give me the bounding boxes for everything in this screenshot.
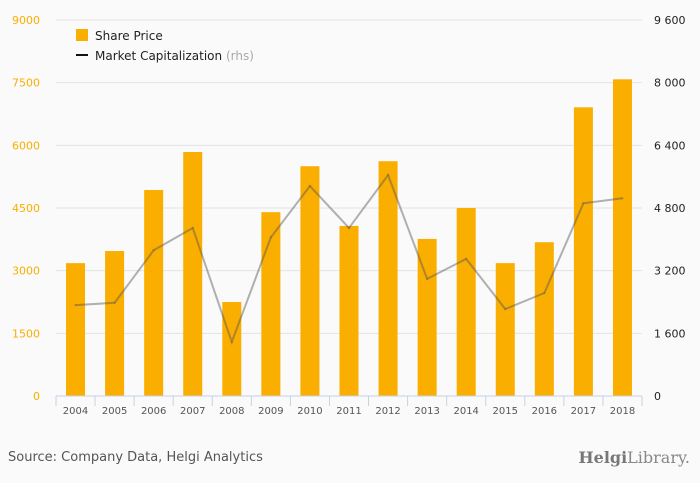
- legend-rhs-note: (rhs): [226, 49, 254, 63]
- point-market-cap-2017: [582, 202, 585, 205]
- left-axis-tick-label: 7500: [12, 77, 40, 90]
- bar-share-price-2013: [417, 238, 437, 396]
- x-axis-tick-label: 2010: [297, 406, 322, 417]
- point-market-cap-2013: [426, 277, 429, 280]
- x-axis-tick-label: 2006: [141, 406, 166, 417]
- bar-share-price-2018: [612, 79, 632, 396]
- point-market-cap-2015: [504, 308, 507, 311]
- bar-share-price-2010: [300, 166, 320, 396]
- point-market-cap-2014: [465, 257, 468, 260]
- x-axis-tick-label: 2013: [414, 406, 439, 417]
- legend-label-share-price: Share Price: [95, 29, 163, 43]
- helgi-library-logo: HelgiLibrary.: [578, 448, 690, 467]
- point-market-cap-2004: [74, 304, 77, 307]
- point-market-cap-2010: [308, 185, 311, 188]
- bar-share-price-2005: [105, 251, 125, 396]
- bar-share-price-2014: [456, 208, 476, 396]
- source-note: Source: Company Data, Helgi Analytics: [8, 450, 263, 465]
- bar-share-price-2016: [534, 242, 554, 396]
- x-axis-tick-label: 2005: [102, 406, 127, 417]
- right-axis-tick-label: 4 800: [654, 202, 686, 215]
- x-axis-tick-label: 2017: [571, 406, 596, 417]
- x-axis-tick-label: 2012: [375, 406, 400, 417]
- x-axis-tick-label: 2008: [219, 406, 244, 417]
- point-market-cap-2011: [348, 226, 350, 229]
- x-axis-tick-label: 2016: [532, 406, 557, 417]
- point-market-cap-2012: [387, 174, 390, 177]
- left-axis-tick-label: 9000: [12, 14, 40, 27]
- left-axis-tick-label: 3000: [12, 265, 40, 278]
- chart: 0 1500 3000 4500 6000 7500 9000 0 1 600 3 200 4 80…: [12, 14, 686, 417]
- right-axis-tick-label: 6 400: [654, 139, 686, 152]
- bar-share-price-2009: [261, 212, 281, 396]
- point-market-cap-2008: [230, 340, 233, 343]
- right-axis-tick-label: 9 600: [654, 14, 686, 27]
- bar-share-price-2015: [495, 263, 515, 396]
- x-axis-tick-label: 2009: [258, 406, 283, 417]
- x-axis-tick-label: 2004: [63, 406, 88, 417]
- bar-share-price-2006: [144, 190, 164, 396]
- legend-swatch-share-price: [76, 29, 88, 41]
- point-market-cap-2018: [621, 197, 624, 200]
- bar-share-price-2017: [573, 107, 593, 396]
- left-axis-tick-label: 6000: [12, 139, 40, 152]
- right-axis-tick-label: 1 600: [654, 327, 686, 340]
- left-axis-tick-label: 0: [33, 390, 40, 403]
- x-axis-tick-label: 2007: [180, 406, 205, 417]
- left-axis-tick-label: 1500: [12, 327, 40, 340]
- left-axis-tick-label: 4500: [12, 202, 40, 215]
- right-axis-tick-label: 8 000: [654, 77, 686, 90]
- bar-share-price-2004: [66, 263, 86, 396]
- bar-share-price-2008: [222, 302, 242, 396]
- point-market-cap-2007: [191, 226, 194, 229]
- x-axis-tick-label: 2018: [610, 406, 635, 417]
- point-market-cap-2006: [152, 249, 155, 252]
- right-axis-tick-label: 3 200: [654, 265, 686, 278]
- x-axis-tick-label: 2011: [336, 406, 361, 417]
- point-market-cap-2016: [543, 291, 546, 294]
- bar-share-price-2012: [378, 161, 398, 396]
- point-market-cap-2005: [113, 301, 116, 304]
- legend-label-market-cap: Market Capitalization (rhs): [95, 49, 254, 63]
- right-axis-tick-label: 0: [654, 390, 661, 403]
- bar-share-price-2011: [339, 225, 359, 396]
- x-axis-tick-label: 2014: [453, 406, 478, 417]
- x-axis-tick-label: 2015: [493, 406, 518, 417]
- bar-share-price-2007: [183, 152, 203, 396]
- point-market-cap-2009: [269, 236, 272, 239]
- line-market-capitalization: [75, 173, 623, 345]
